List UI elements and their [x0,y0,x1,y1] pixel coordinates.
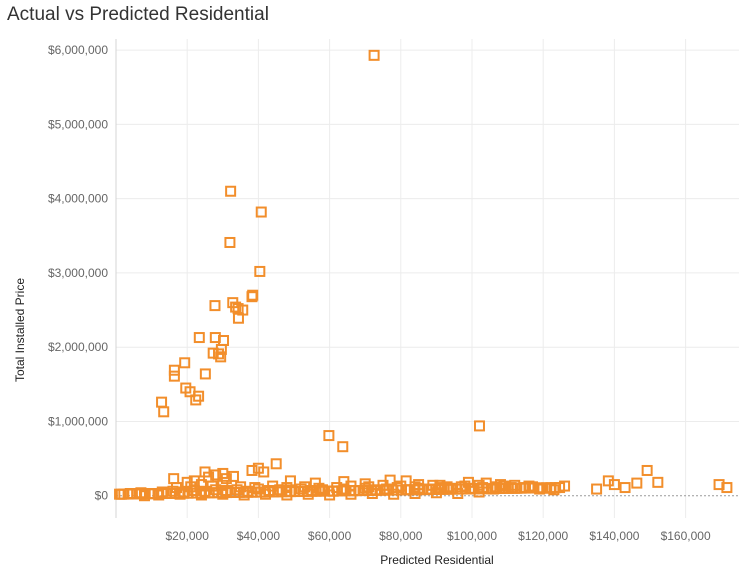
y-tick-label: $1,000,000 [48,414,108,428]
grid-lines [115,39,739,518]
y-tick-label: $3,000,000 [48,266,108,280]
data-point [190,394,202,406]
x-tick-label: $100,000 [447,529,497,543]
data-point [619,482,631,494]
data-point [168,364,180,376]
x-axis-ticks: $20,000 $40,000 $60,000 $80,000 $100,000 $120… [166,529,711,543]
data-point [230,301,242,313]
chart-title: Actual vs Predicted Residential [7,4,269,25]
data-point [206,480,218,492]
data-points [114,49,733,502]
data-point [168,370,180,382]
x-tick-label: $40,000 [237,529,281,543]
data-point [215,351,227,363]
x-tick-label: $160,000 [661,529,711,543]
data-point [213,348,225,360]
x-tick-label: $20,000 [166,529,210,543]
dense-point-cluster [114,482,566,500]
data-point [473,420,485,432]
data-point [548,484,560,496]
data-point [227,470,239,482]
data-point [199,368,211,380]
y-tick-label: $2,000,000 [48,340,108,354]
data-point [368,49,380,61]
data-point [232,312,244,324]
y-tick-label: $0 [95,489,109,503]
data-point [246,291,258,303]
data-point [193,332,205,344]
data-point [337,441,349,453]
data-point [270,458,282,470]
data-point [210,469,222,481]
data-point [158,406,170,418]
data-point [721,482,733,494]
data-point [608,479,620,491]
data-point [209,300,221,312]
data-point [323,430,335,442]
data-point [168,473,180,485]
data-point [258,466,270,478]
data-point [246,464,258,476]
data-point [652,476,664,488]
y-tick-label: $6,000,000 [48,43,108,57]
data-point [631,477,643,489]
data-point [225,185,237,197]
y-axis-ticks: $0 $1,000,000 $2,000,000 $3,000,000 $4,000,0… [48,43,108,503]
data-point [255,206,267,218]
x-axis-label: Predicted Residential [380,553,494,567]
data-point [641,464,653,476]
data-point [179,357,191,369]
data-point [185,481,197,493]
x-tick-label: $80,000 [379,529,423,543]
data-point [554,482,566,494]
data-point [156,396,168,408]
x-tick-label: $60,000 [308,529,352,543]
x-tick-label: $140,000 [589,529,639,543]
y-tick-label: $5,000,000 [48,117,108,131]
data-point [713,479,725,491]
y-tick-label: $4,000,000 [48,192,108,206]
data-point [254,265,266,277]
data-point [224,236,236,248]
x-tick-label: $120,000 [518,529,568,543]
data-point [591,483,603,495]
